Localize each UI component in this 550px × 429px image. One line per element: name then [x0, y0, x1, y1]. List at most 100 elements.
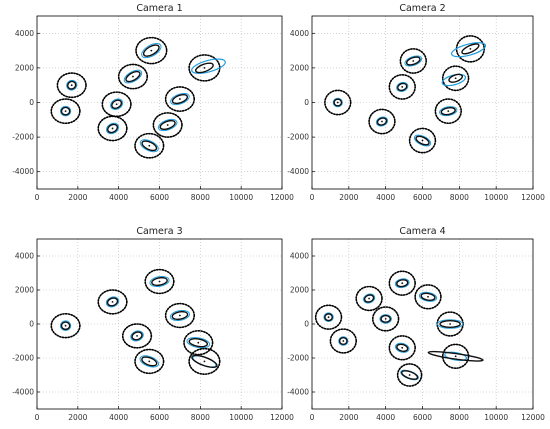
estimate-ellipse	[427, 350, 484, 362]
estimate-ellipse	[397, 82, 408, 92]
estimate-ellipse	[111, 99, 123, 110]
camera-estimate-6	[434, 98, 462, 125]
chart-panel-2: Camera 2 0 2000 4000 6000 8000 10000 12000 -4000…	[287, 3, 545, 202]
estimate-center-point	[179, 314, 181, 317]
uncertainty-circle	[164, 302, 196, 329]
y-tick-label: 4000	[15, 29, 34, 38]
camera-estimate-8	[164, 86, 196, 112]
camera-estimate-6	[135, 36, 168, 65]
true-pose-ellipse	[413, 134, 432, 147]
x-tick-label: 2000	[68, 193, 87, 202]
camera-estimate-6	[388, 270, 416, 296]
camera-estimate-5	[144, 268, 175, 295]
estimate-center-point	[166, 124, 169, 126]
estimate-center-point	[454, 77, 457, 80]
camera-estimate-1	[50, 313, 81, 339]
camera-estimate-2	[368, 108, 396, 135]
true-pose-ellipse	[338, 336, 349, 346]
x-tick-label: 2000	[68, 413, 87, 422]
estimate-center-point	[384, 318, 387, 320]
true-pose-ellipse	[130, 330, 144, 342]
estimate-center-point	[368, 297, 370, 300]
estimate-ellipse	[194, 62, 214, 74]
true-pose-ellipse	[106, 122, 120, 135]
estimate-center-point	[203, 67, 206, 69]
true-pose-ellipse	[141, 43, 162, 59]
estimate-ellipse	[448, 73, 464, 83]
camera-estimate-9	[152, 112, 183, 138]
x-tick-label: 12000	[521, 413, 545, 422]
uncertainty-circle	[188, 347, 221, 375]
camera-estimate-3	[121, 323, 153, 349]
chart-panel-3: Camera 3 0 2000 4000 6000 8000 10000 12000 -4000…	[12, 226, 294, 422]
estimate-center-point	[148, 144, 151, 147]
uncertainty-circle	[152, 112, 183, 138]
x-tick-label: 2000	[339, 193, 358, 202]
true-pose-ellipse	[149, 276, 170, 287]
uncertainty-circle	[50, 313, 81, 339]
uncertainty-circle	[50, 98, 81, 125]
uncertainty-circle	[324, 89, 352, 116]
chart-title: Camera 4	[399, 226, 445, 237]
camera-estimate-5	[388, 335, 416, 361]
estimate-center-point	[158, 280, 161, 283]
uncertainty-circle	[314, 304, 343, 330]
uncertainty-circle	[355, 285, 383, 312]
true-pose-ellipse	[404, 55, 423, 67]
camera-estimate-1	[314, 304, 343, 330]
true-pose-ellipse	[450, 42, 487, 58]
estimate-center-point	[197, 341, 200, 344]
estimate-center-point	[111, 127, 114, 130]
estimate-ellipse	[338, 336, 348, 346]
true-pose-ellipse	[66, 79, 78, 91]
estimate-ellipse	[396, 343, 409, 353]
estimate-center-point	[179, 98, 181, 100]
true-pose-ellipse	[379, 314, 392, 324]
true-pose-ellipse	[436, 319, 464, 329]
estimate-center-point	[469, 47, 472, 50]
x-tick-label: 4000	[376, 193, 395, 202]
camera-estimate-3	[355, 285, 383, 312]
uncertainty-circle	[183, 330, 214, 356]
estimate-center-point	[408, 374, 411, 376]
x-tick-label: 4000	[109, 193, 128, 202]
true-pose-ellipse	[169, 310, 191, 321]
camera-estimate-1	[56, 72, 87, 99]
chart-title: Camera 1	[136, 3, 182, 14]
camera-estimate-7	[183, 330, 214, 356]
camera-estimate-10	[188, 54, 226, 82]
estimate-center-point	[64, 110, 67, 113]
uncertainty-circle	[388, 74, 416, 100]
y-tick-label: 4000	[290, 29, 309, 38]
uncertainty-circle	[117, 63, 149, 90]
uncertainty-circle	[388, 270, 416, 296]
estimate-ellipse	[415, 135, 430, 146]
estimate-center-point	[136, 335, 138, 337]
uncertainty-circle	[408, 127, 437, 154]
x-tick-label: 10000	[484, 193, 508, 202]
camera-estimate-7	[414, 284, 442, 310]
camera-estimate-10	[427, 343, 484, 369]
estimate-ellipse	[380, 314, 391, 323]
true-pose-ellipse	[59, 320, 72, 331]
true-pose-ellipse	[394, 278, 410, 289]
estimate-ellipse	[396, 279, 409, 288]
camera-estimate-4	[97, 115, 128, 142]
camera-estimate-2	[329, 328, 357, 354]
estimate-ellipse	[324, 313, 333, 322]
camera-estimate-6	[164, 302, 196, 329]
uncertainty-circle	[135, 36, 168, 65]
estimate-ellipse	[440, 106, 456, 116]
uncertainty-circle	[121, 323, 153, 349]
uncertainty-circle	[388, 335, 416, 361]
x-tick-label: 6000	[413, 413, 432, 422]
estimate-center-point	[64, 324, 67, 327]
true-pose-ellipse	[362, 293, 376, 304]
estimate-center-point	[401, 346, 404, 349]
camera-estimate-8	[396, 363, 423, 387]
estimate-ellipse	[333, 98, 343, 107]
y-tick-label: 0	[29, 98, 34, 107]
x-tick-label: 6000	[413, 193, 432, 202]
y-tick-label: 2000	[290, 286, 309, 295]
uncertainty-circle	[134, 348, 165, 375]
